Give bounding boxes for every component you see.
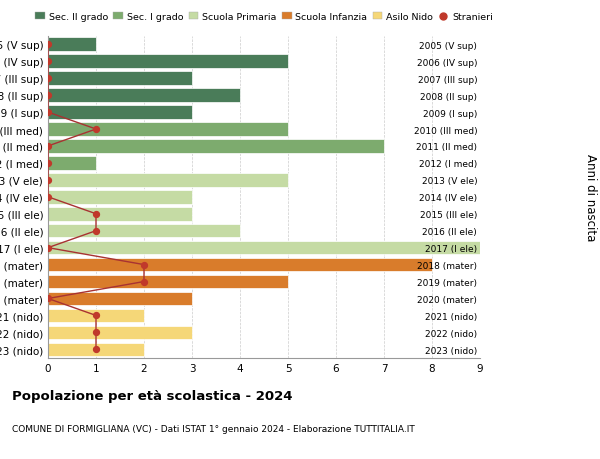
Bar	[48, 140, 384, 153]
Bar	[48, 207, 192, 221]
Bar	[48, 174, 288, 187]
Point	[43, 177, 53, 184]
Text: COMUNE DI FORMIGLIANA (VC) - Dati ISTAT 1° gennaio 2024 - Elaborazione TUTTITALI: COMUNE DI FORMIGLIANA (VC) - Dati ISTAT …	[12, 425, 415, 433]
Point	[43, 41, 53, 49]
Bar	[48, 326, 192, 339]
Bar	[48, 123, 288, 136]
Point	[43, 92, 53, 100]
Point	[91, 346, 101, 353]
Bar	[48, 258, 432, 272]
Bar	[48, 343, 144, 356]
Point	[91, 312, 101, 319]
Bar	[48, 292, 192, 306]
Point	[43, 295, 53, 302]
Point	[43, 109, 53, 117]
Point	[43, 75, 53, 83]
Point	[43, 143, 53, 150]
Bar	[48, 224, 240, 238]
Point	[43, 58, 53, 66]
Bar	[48, 157, 96, 170]
Bar	[48, 39, 96, 52]
Bar	[48, 56, 288, 69]
Bar	[48, 190, 192, 204]
Text: Anni di nascita: Anni di nascita	[584, 154, 597, 241]
Point	[91, 228, 101, 235]
Point	[139, 261, 149, 269]
Bar	[48, 309, 144, 323]
Point	[91, 329, 101, 336]
Bar	[48, 89, 240, 103]
Bar	[48, 72, 192, 86]
Point	[43, 245, 53, 252]
Bar	[48, 241, 480, 255]
Point	[91, 126, 101, 134]
Point	[43, 194, 53, 201]
Bar	[48, 275, 288, 289]
Legend: Sec. II grado, Sec. I grado, Scuola Primaria, Scuola Infanzia, Asilo Nido, Stran: Sec. II grado, Sec. I grado, Scuola Prim…	[32, 9, 496, 26]
Bar	[48, 106, 192, 120]
Point	[91, 211, 101, 218]
Point	[43, 160, 53, 167]
Point	[139, 278, 149, 285]
Text: Popolazione per età scolastica - 2024: Popolazione per età scolastica - 2024	[12, 389, 293, 403]
